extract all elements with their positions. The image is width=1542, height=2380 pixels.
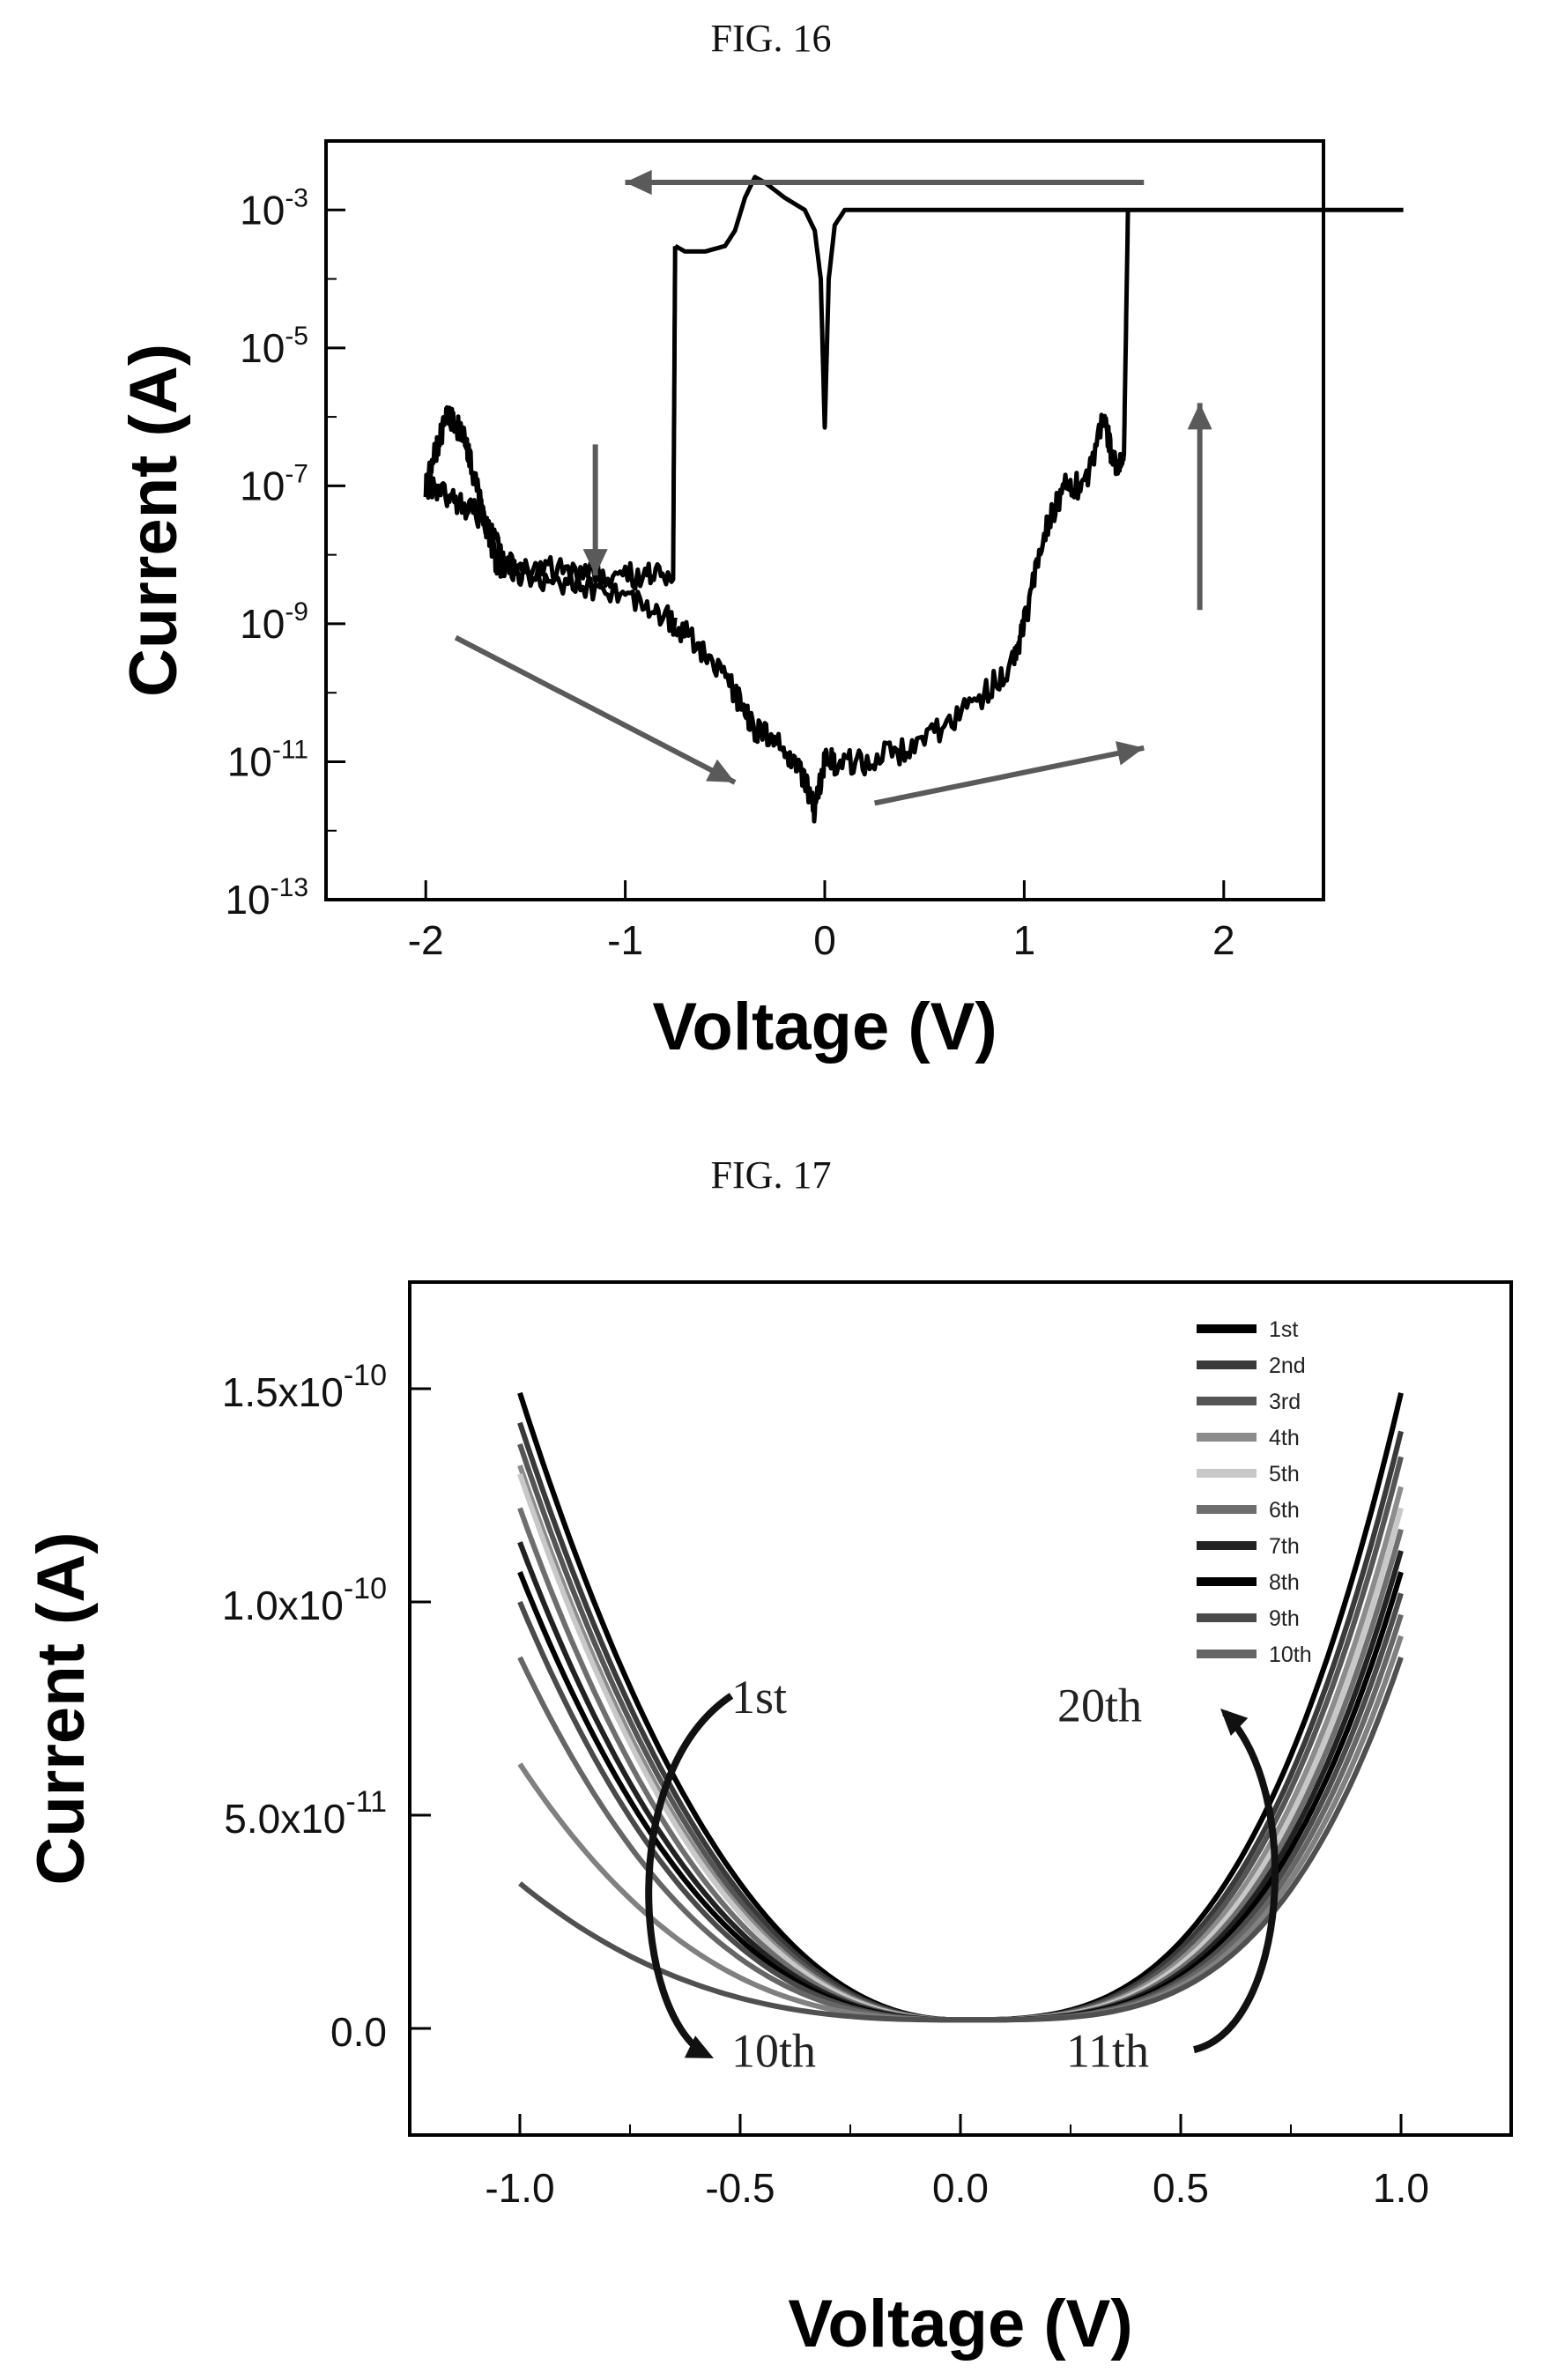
arrow-head [1187,403,1212,430]
y-axis-label: Current (A) [116,344,191,697]
figure-16-chart: -2 -1 0 1 210-310-510-710-910-1110-13Voltage… [116,139,1404,1064]
x-tick-label: 1 [1013,917,1036,963]
x-tick-label: 0.5 [1153,2165,1209,2211]
y-tick-base: 10 [240,463,285,508]
arrow-head [706,759,736,782]
x-tick-label: 1.0 [1373,2165,1429,2211]
y-tick-label: 0.0 [330,2009,387,2055]
legend-label: 9th [1269,1606,1300,1631]
y-tick-label: 5.0x10-11 [224,1785,387,1842]
y-tick-label: 10-3 [240,183,308,233]
sweep-direction-arrow [454,634,737,785]
y-axis-label: Current (A) [24,1531,99,1885]
cycle-arrow-right [1193,1710,1279,2054]
x-tick-label: -1.0 [485,2165,554,2211]
y-tick-exponent: -11 [345,1785,387,1819]
x-tick-label: 0.0 [932,2165,989,2211]
y-tick-exponent: -11 [272,735,308,764]
y-tick-label: 10-7 [240,459,308,508]
y-tick-base: 10 [227,738,272,784]
figure-16-title: FIG. 16 [710,17,832,60]
x-axis-label: Voltage (V) [788,2287,1132,2361]
y-tick-exponent: -3 [285,183,308,212]
legend-label: 8th [1269,1570,1300,1595]
sweep-direction-arrow [873,745,1145,806]
legend-label: 3rd [1269,1390,1301,1414]
legend-label: 4th [1269,1426,1300,1450]
y-tick-label: 10-13 [225,873,308,923]
arrow-head [1220,1709,1249,1736]
y-tick-base: 5.0x10 [224,1796,345,1842]
iv-curve [423,404,678,637]
cycle-annotation: 20th [1057,1679,1142,1732]
y-tick-base: 0.0 [330,2009,387,2055]
y-tick-base: 10 [240,601,285,647]
legend-label: 5th [1269,1462,1300,1487]
x-axis-label: Voltage (V) [652,990,997,1064]
figure-17-chart: -1.0 -0.5 0.0 0.5 1.00.05.0x10-111.0x10-101.… [24,1280,1513,2361]
iv-curve [423,246,678,591]
legend-label: 7th [1269,1534,1300,1559]
y-tick-exponent: -10 [344,1572,387,1605]
x-tick-label: -0.5 [705,2165,775,2211]
y-tick-base: 10 [240,325,285,371]
y-tick-base: 1.0x10 [222,1583,344,1628]
y-tick-exponent: -7 [285,459,308,488]
legend-label: 6th [1269,1498,1300,1523]
iv-curve [674,174,1404,430]
legend-label: 10th [1269,1642,1312,1667]
cycle-annotation: 1st [731,1671,787,1724]
y-tick-base: 10 [240,187,285,233]
iv-sweep-curve [518,1656,1404,2023]
y-tick-exponent: -13 [271,873,308,902]
iv-curve [673,210,1131,824]
x-tick-label: 0 [813,917,836,963]
arrow-head [1116,741,1145,766]
x-tick-label: -2 [408,917,444,963]
figure-17-title: FIG. 17 [710,1153,832,1197]
y-tick-base: 10 [225,877,270,923]
x-tick-label: -1 [607,917,643,963]
y-tick-label: 1.0x10-10 [222,1572,387,1628]
y-tick-base: 1.5x10 [222,1369,344,1415]
y-tick-label: 10-11 [227,735,308,784]
cycle-annotation: 11th [1066,2025,1149,2078]
y-tick-exponent: -10 [344,1359,387,1392]
arrow-head [582,549,608,576]
y-tick-label: 1.5x10-10 [222,1359,387,1415]
legend-label: 1st [1269,1317,1298,1342]
cycle-arrow-left [645,1693,734,2057]
y-tick-label: 10-9 [240,597,308,647]
cycle-annotation: 10th [731,2025,816,2078]
x-tick-label: 2 [1212,917,1235,963]
y-tick-exponent: -9 [285,597,308,627]
legend-label: 2nd [1269,1353,1306,1378]
y-tick-label: 10-5 [240,322,308,371]
arrow-head [684,2035,714,2058]
arrow-head [625,169,652,195]
y-tick-exponent: -5 [285,322,308,351]
